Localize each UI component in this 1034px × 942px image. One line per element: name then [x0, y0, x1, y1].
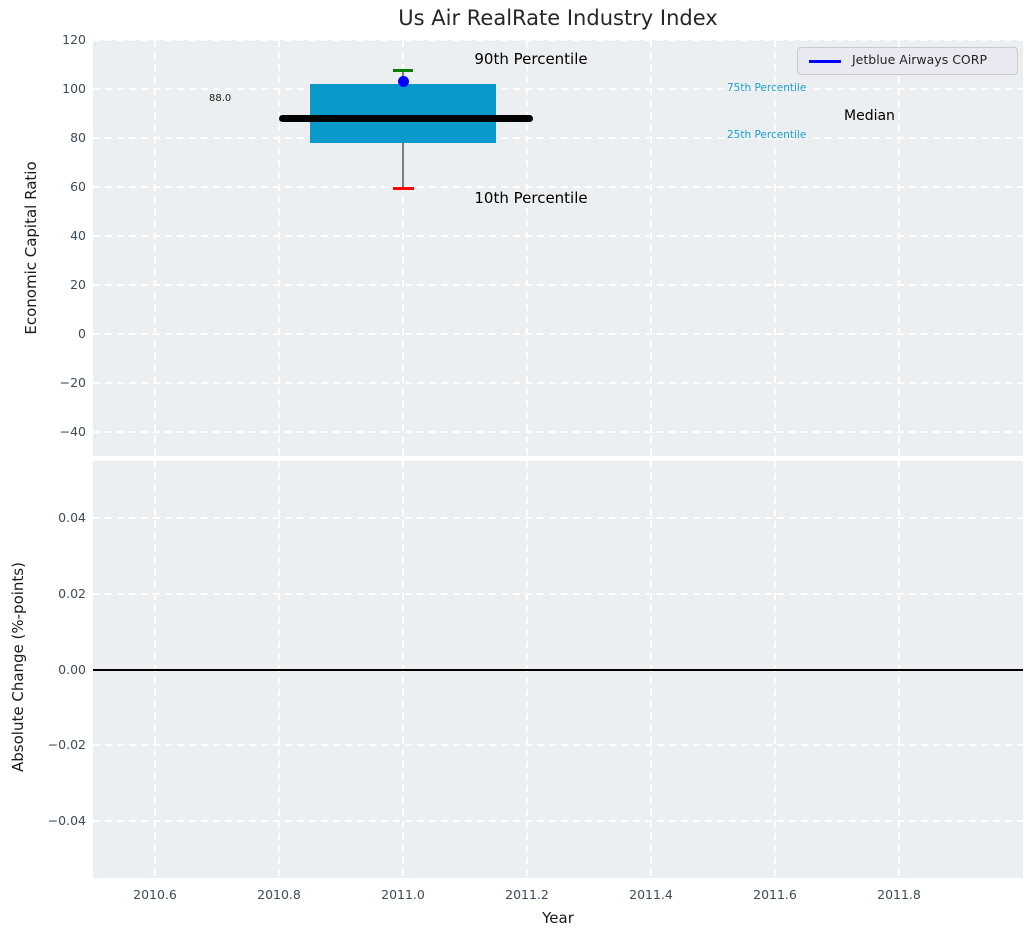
- y-tick-label-bottom: 0.04: [58, 509, 86, 525]
- axes-top-economic-capital-ratio: [93, 40, 1023, 456]
- gridline-horizontal: [93, 430, 1023, 433]
- iqr-box: [310, 84, 496, 143]
- median-line: [279, 114, 534, 122]
- x-tick-label: 2010.8: [257, 887, 301, 902]
- gridline-vertical: [278, 40, 280, 456]
- gridline-vertical: [774, 40, 776, 456]
- gridline-horizontal: [93, 332, 1023, 335]
- annotation-90th-percentile: 90th Percentile: [474, 50, 588, 68]
- y-tick-label-bottom: 0.00: [58, 661, 86, 677]
- y-tick-label-top: −20: [59, 374, 86, 390]
- gridline-vertical: [898, 40, 900, 456]
- y-tick-label-top: 120: [62, 32, 86, 47]
- gridline-horizontal: [93, 283, 1023, 286]
- gridline-horizontal: [93, 39, 1023, 41]
- x-tick-label: 2011.4: [629, 887, 673, 902]
- annotation-10th-percentile: 10th Percentile: [474, 189, 588, 207]
- annotation-75th-percentile: 75th Percentile: [727, 82, 807, 94]
- gridline-horizontal: [93, 381, 1023, 384]
- gridline-vertical: [154, 40, 156, 456]
- y-tick-label-top: 40: [70, 227, 86, 243]
- gridline-horizontal: [93, 234, 1023, 237]
- x-tick-label: 2011.6: [753, 887, 797, 902]
- legend-entry-label: Jetblue Airways CORP: [852, 52, 987, 67]
- y-tick-label-top: 20: [70, 276, 86, 292]
- annotation-median-value: 88.0: [209, 93, 232, 104]
- gridline-horizontal: [93, 185, 1023, 188]
- gridline-horizontal: [93, 87, 1023, 90]
- p10-cap: [393, 186, 414, 190]
- company-data-point: [397, 76, 409, 88]
- y-tick-label-bottom: −0.02: [47, 737, 86, 753]
- annotation-25th-percentile: 25th Percentile: [727, 129, 807, 141]
- legend-box: Jetblue Airways CORP: [797, 47, 1018, 75]
- legend-line-swatch: [809, 60, 841, 63]
- annotation-median: Median: [844, 108, 895, 124]
- gridline-horizontal: [93, 136, 1023, 139]
- y-tick-label-bottom: −0.04: [47, 813, 86, 829]
- zero-line: [93, 668, 1023, 671]
- x-tick-label: 2010.6: [133, 887, 177, 902]
- y-tick-label-top: −40: [59, 423, 86, 439]
- gridline-horizontal: [93, 820, 1023, 823]
- gridline-vertical: [526, 40, 528, 456]
- y-tick-label-top: 0: [78, 325, 86, 341]
- y-tick-label-bottom: 0.02: [58, 585, 86, 601]
- y-tick-label-top: 80: [70, 129, 86, 145]
- gridline-horizontal: [93, 744, 1023, 747]
- gridline-horizontal: [93, 516, 1023, 519]
- chart-title: Us Air RealRate Industry Index: [398, 6, 718, 30]
- p90-cap: [393, 69, 413, 73]
- y-tick-label-top: 60: [70, 178, 86, 194]
- y-tick-label-top: 100: [62, 80, 86, 96]
- gridline-vertical: [650, 40, 652, 456]
- x-tick-label: 2011.0: [381, 887, 425, 902]
- gridline-horizontal: [93, 592, 1023, 595]
- x-axis-label: Year: [542, 909, 574, 927]
- x-tick-label: 2011.2: [505, 887, 549, 902]
- gridline-vertical: [402, 40, 404, 456]
- x-tick-label: 2011.8: [877, 887, 921, 902]
